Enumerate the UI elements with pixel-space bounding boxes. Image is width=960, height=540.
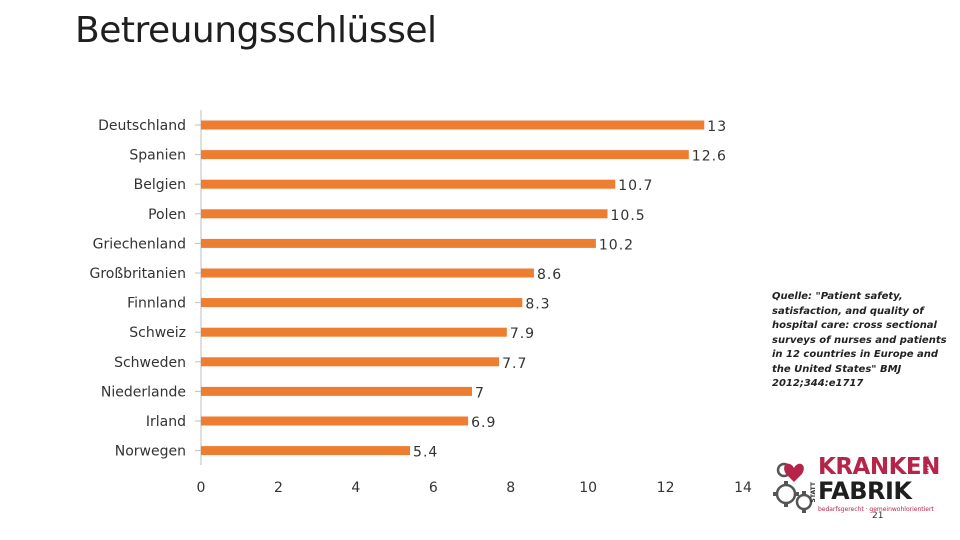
category-label: Belgien <box>134 177 186 193</box>
x-tick-label: 0 <box>197 480 206 496</box>
bar <box>201 386 472 396</box>
x-tick-label: 6 <box>429 480 438 496</box>
bar <box>201 179 616 189</box>
data-label: 7 <box>475 385 485 401</box>
krankenhaus-statt-fabrik-logo: KRANKEN HAUS STATT FABRIK bedarfsgerecht… <box>772 452 940 516</box>
category-label: Norwegen <box>115 444 186 460</box>
data-label: 7.9 <box>510 326 535 342</box>
logo-statt-text: STATT <box>810 482 817 503</box>
data-label: 10.7 <box>618 178 653 194</box>
data-label: 6.9 <box>471 415 496 431</box>
gears-heart-icon <box>773 462 813 513</box>
x-tick-label: 8 <box>506 480 515 496</box>
data-label: 12.6 <box>692 149 727 165</box>
x-tick-label: 4 <box>351 480 360 496</box>
data-label: 13 <box>707 119 727 135</box>
bar <box>201 209 608 219</box>
data-label: 8.3 <box>525 297 550 313</box>
x-tick-label: 14 <box>734 480 752 496</box>
source-citation: Quelle: "Patient safety, satisfaction, a… <box>772 291 947 389</box>
category-label: Griechenland <box>93 236 186 252</box>
slide-title: Betreuungsschlüssel <box>75 10 437 51</box>
bar <box>201 446 411 456</box>
bar <box>201 120 705 130</box>
logo-haus-text: HAUS <box>922 456 929 475</box>
bar <box>201 238 596 248</box>
category-label: Polen <box>148 207 186 223</box>
category-label: Irland <box>146 414 186 430</box>
bar <box>201 268 534 278</box>
category-label: Großbritanien <box>89 266 186 282</box>
page-number: 21 <box>872 511 884 521</box>
bar <box>201 298 523 308</box>
logo-tagline: bedarfsgerecht · gemeinwohlorientiert <box>818 506 934 513</box>
data-label: 10.5 <box>611 208 646 224</box>
data-label: 10.2 <box>599 237 634 253</box>
category-label: Finnland <box>127 296 186 312</box>
data-label: 8.6 <box>537 267 562 283</box>
category-label: Schweiz <box>129 325 186 341</box>
bar <box>201 327 507 337</box>
bar <box>201 357 500 367</box>
x-tick-label: 2 <box>274 480 283 496</box>
category-label: Niederlande <box>101 384 186 400</box>
category-label: Spanien <box>129 148 186 164</box>
category-label: Deutschland <box>98 118 186 134</box>
x-tick-label: 12 <box>657 480 675 496</box>
bar <box>201 150 689 160</box>
bar <box>201 416 469 426</box>
x-tick-label: 10 <box>579 480 597 496</box>
category-label: Schweden <box>114 355 186 371</box>
logo-kranken-text: KRANKEN <box>818 454 940 480</box>
data-label: 7.7 <box>502 356 527 372</box>
logo-fabrik-text: FABRIK <box>818 477 912 505</box>
data-label: 5.4 <box>413 445 438 461</box>
